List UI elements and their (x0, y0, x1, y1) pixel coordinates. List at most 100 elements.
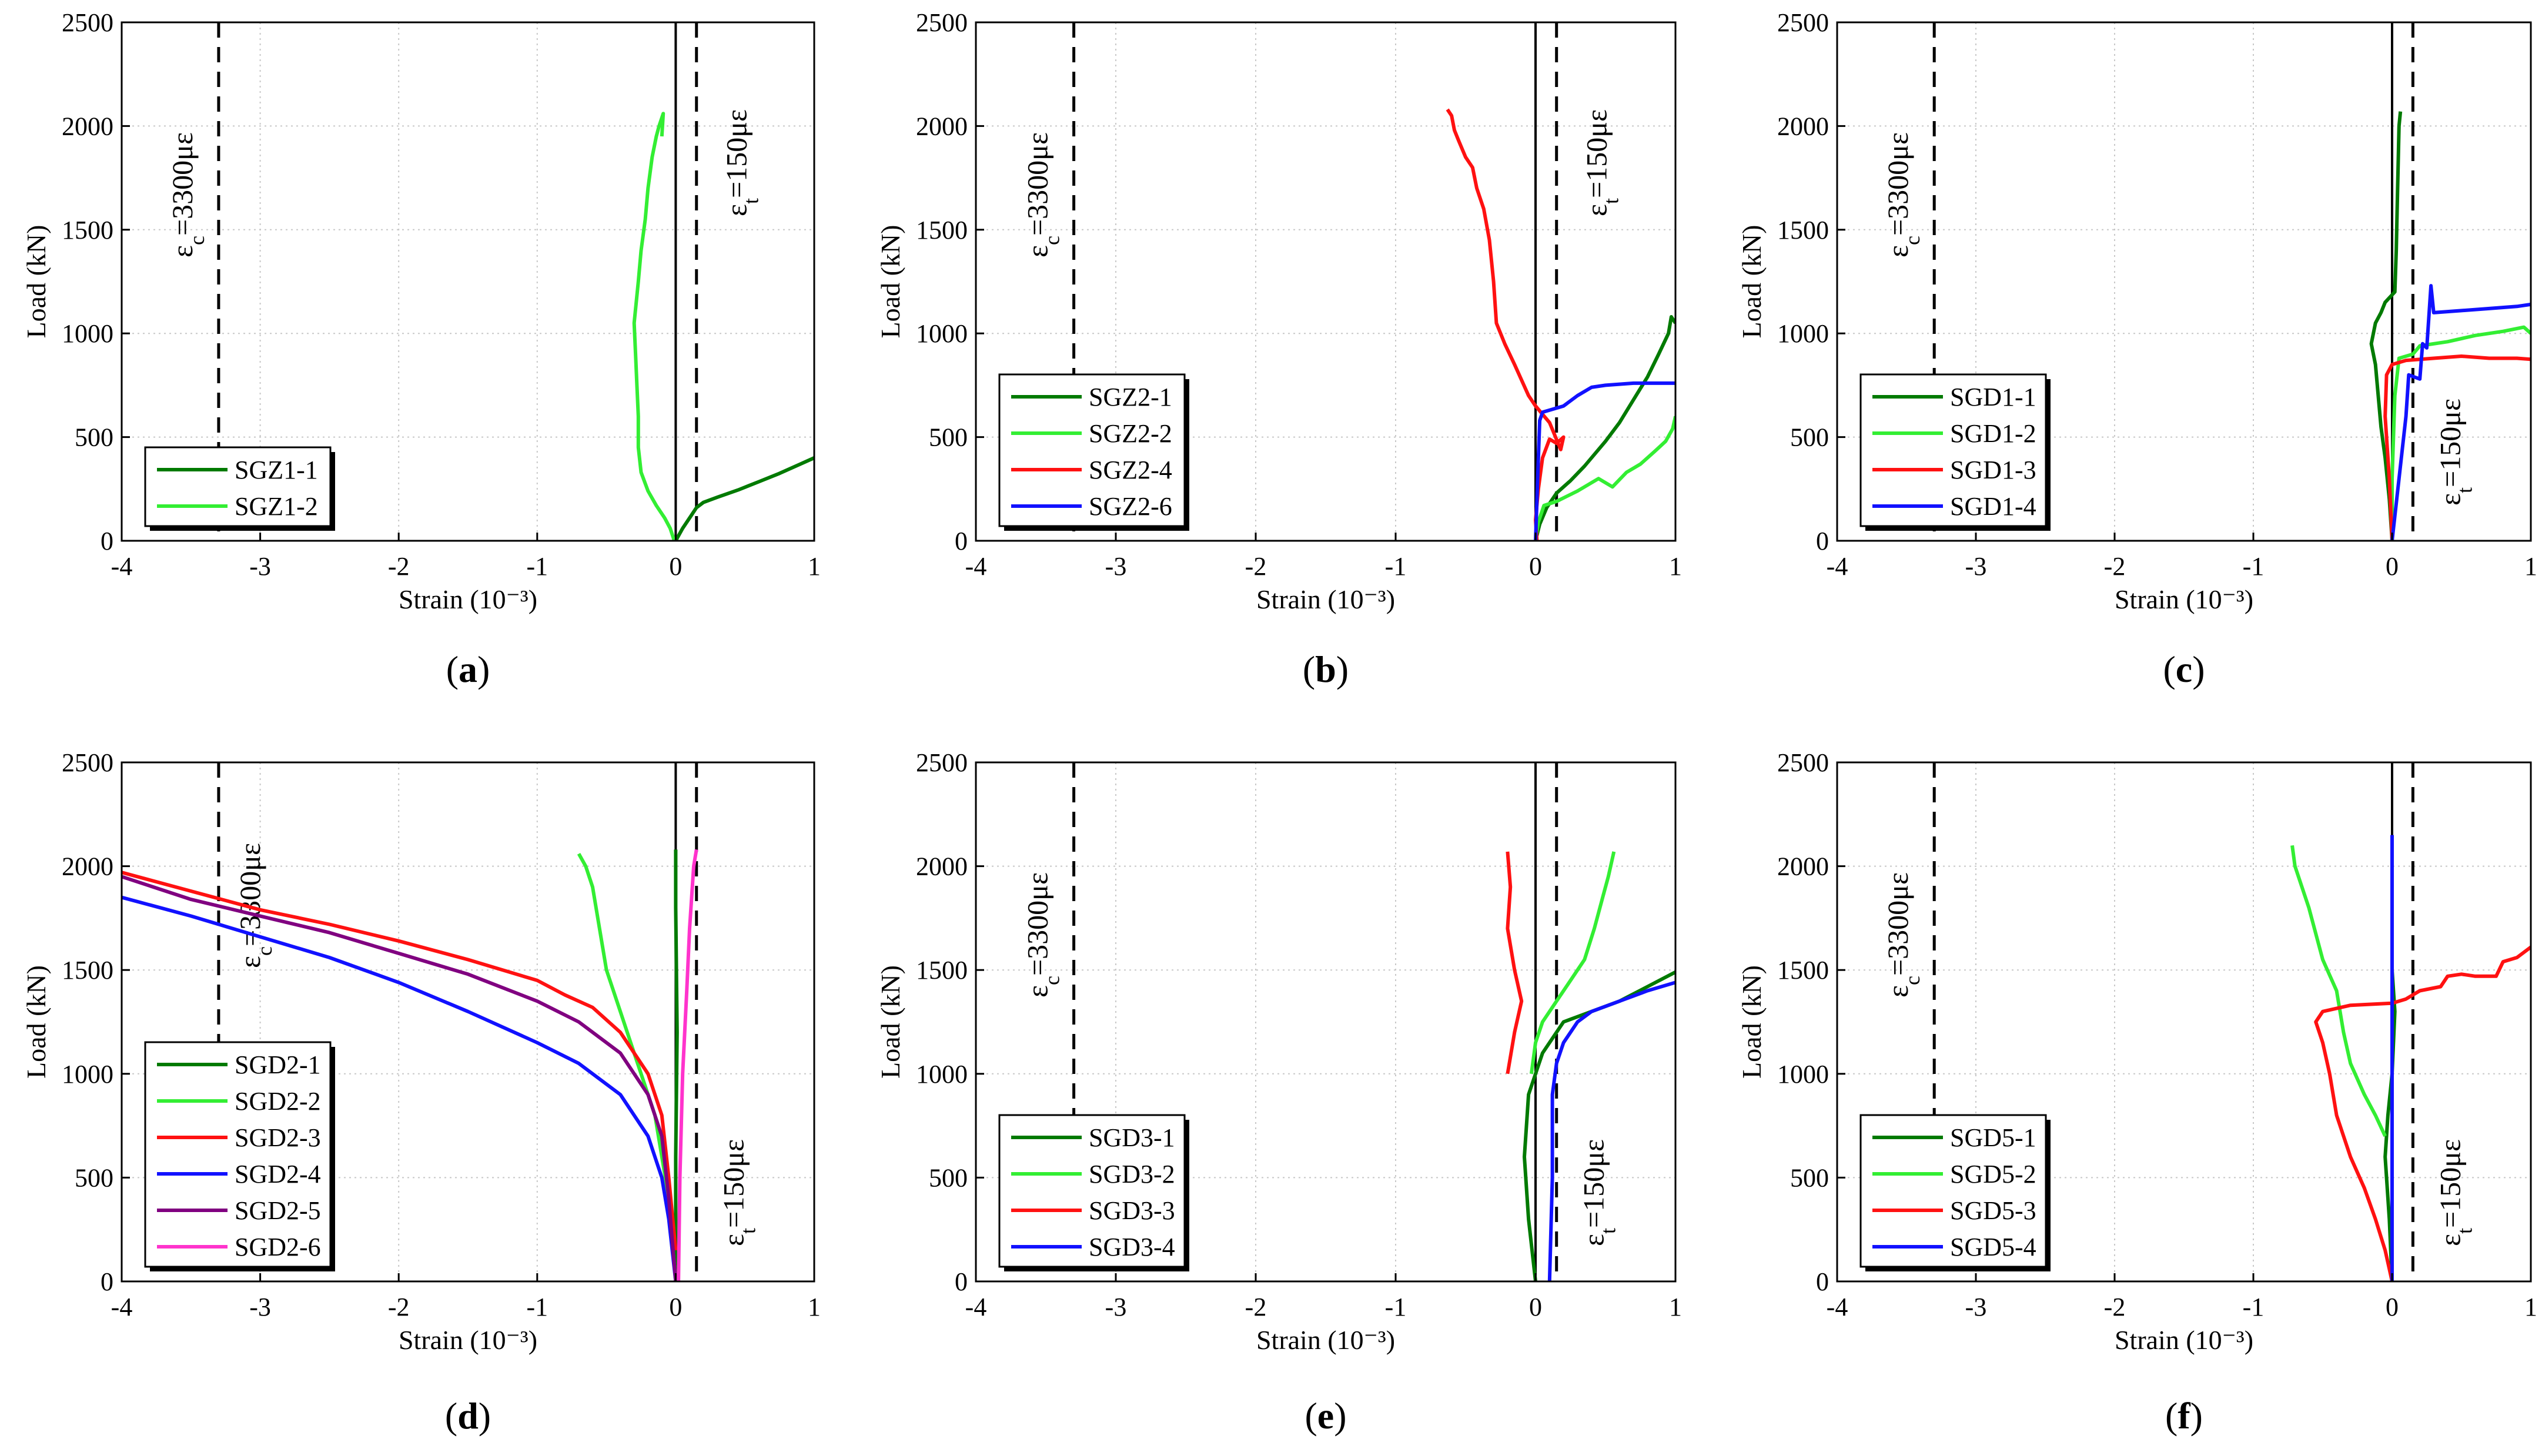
plot-frame (1836, 21, 2532, 542)
legend-label: SGD2-2 (235, 1087, 321, 1116)
x-tick-label: 0 (669, 552, 682, 581)
legend-label: SGD5-1 (1950, 1123, 2036, 1152)
series-group (2290, 835, 2531, 1281)
x-tick-label: -2 (1245, 1293, 1267, 1321)
series-group (1506, 851, 1675, 1281)
legend-label: SGD1-2 (1950, 419, 2036, 448)
legend-label: SGD1-1 (1950, 383, 2036, 411)
y-tick-label: 0 (955, 1267, 968, 1296)
legend-label: SGD2-4 (235, 1160, 321, 1189)
series-group (122, 849, 698, 1281)
y-tick-label: 1500 (62, 956, 113, 985)
compression-limit-label: εc=3300με (1021, 132, 1064, 257)
series-line-sgd1-3 (2383, 354, 2531, 541)
y-tick-label: 1000 (1777, 1060, 1829, 1089)
y-tick-label: 2500 (62, 748, 113, 777)
y-tick-label: 500 (929, 1163, 968, 1192)
legend-label: SGD5-2 (1950, 1160, 2036, 1189)
legend: SGD3-1 SGD3-2 SGD3-3 SGD3-4 (998, 1114, 1189, 1271)
series-line-sgd1-1 (2369, 111, 2403, 541)
x-tick-label: 0 (2386, 1293, 2399, 1321)
x-tick-label: 1 (808, 1293, 821, 1321)
panel-label: (d) (445, 1395, 491, 1437)
legend-label: SGD5-4 (1950, 1233, 2036, 1261)
panel-label-close: ) (2192, 648, 2205, 690)
x-tick-label: -2 (388, 1293, 410, 1321)
x-tick-label: 0 (669, 1293, 682, 1321)
y-tick-label: 500 (1790, 1163, 1829, 1192)
compression-limit-label: εc=3300με (166, 132, 209, 257)
compression-limit-label: εc=3300με (1881, 872, 1924, 998)
tension-limit-label: εt=150με (2433, 1139, 2476, 1246)
x-tick-label: -1 (526, 1293, 548, 1321)
legend: SGD5-1 SGD5-2 SGD5-3 SGD5-4 (1859, 1114, 2051, 1271)
chart-panel-f: εc=3300με εt=150με -4 -3 -2 -1 0 1 0 500 1000 1500 2… (1737, 748, 2537, 1437)
legend-label: SGD2-1 (235, 1050, 321, 1079)
x-tick-label: -2 (1245, 552, 1267, 581)
legend-label: SGZ2-4 (1089, 456, 1172, 484)
legend-label: SGD5-3 (1950, 1196, 2036, 1225)
legend-label: SGD2-5 (235, 1196, 321, 1225)
series-group (1446, 108, 1675, 541)
compression-limit-label: εc=3300με (1881, 132, 1924, 257)
plot-frame (1836, 761, 2532, 1283)
y-tick-label: 0 (955, 527, 968, 555)
tension-limit-label: εt=150με (720, 109, 763, 216)
y-tick-label: 2000 (916, 112, 968, 140)
series-line-sgd5-2 (2290, 845, 2387, 1137)
series-line-sgd3-4 (1547, 980, 1675, 1281)
legend-label: SGD2-6 (235, 1233, 321, 1261)
series-line-sgz1-2 (632, 112, 676, 541)
panel-label: (f) (2165, 1395, 2203, 1437)
y-tick-label: 0 (1816, 1267, 1829, 1296)
legend-label: SGD3-1 (1089, 1123, 1175, 1152)
series-group (2369, 111, 2531, 541)
x-tick-label: -4 (1827, 552, 1848, 581)
x-tick-label: -2 (388, 552, 410, 581)
legend-box (998, 373, 1186, 527)
legend-box (144, 446, 332, 527)
y-tick-label: 2500 (62, 8, 113, 37)
legend-box (144, 1041, 332, 1268)
y-tick-label: 0 (101, 1267, 113, 1296)
x-tick-label: 0 (1529, 1293, 1542, 1321)
series-line-sgz2-2 (1534, 416, 1675, 541)
panel-label-close: ) (477, 648, 490, 690)
x-axis-label: Strain (10⁻³) (399, 584, 537, 614)
legend-label: SGD3-4 (1089, 1233, 1175, 1261)
panel-label-letter: a (459, 648, 477, 690)
panel-label-open: ( (446, 648, 459, 690)
x-tick-label: -3 (1105, 1293, 1127, 1321)
x-tick-label: -2 (2104, 1293, 2126, 1321)
x-tick-label: -1 (2243, 1293, 2265, 1321)
legend-label: SGZ1-2 (235, 492, 318, 521)
x-tick-label: 1 (2524, 552, 2537, 581)
panel-label: (a) (446, 648, 490, 690)
tension-limit-label: εt=150με (2433, 399, 2476, 506)
y-tick-label: 2000 (1777, 852, 1829, 881)
x-tick-label: -4 (1827, 1293, 1848, 1321)
plot-frame (121, 21, 815, 542)
y-tick-label: 500 (929, 423, 968, 452)
y-tick-label: 1000 (916, 1060, 968, 1089)
y-tick-label: 2500 (1777, 8, 1829, 37)
chart-panel-e: εc=3300με εt=150με -4 -3 -2 -1 0 1 0 500 1000 1500 2… (875, 748, 1682, 1437)
x-axis-label: Strain (10⁻³) (399, 1325, 537, 1355)
y-tick-label: 500 (75, 423, 113, 452)
x-axis-label: Strain (10⁻³) (1256, 1325, 1395, 1355)
series-line-sgd2-4 (122, 895, 678, 1281)
legend: SGD1-1 SGD1-2 SGD1-3 SGD1-4 (1859, 373, 2051, 531)
series-line-sgd3-2 (1529, 851, 1616, 1075)
y-tick-label: 1500 (1777, 216, 1829, 245)
tension-limit-label: εt=150με (717, 1139, 760, 1246)
legend-box (1859, 1114, 2047, 1268)
tension-limit-label: εt=150με (1580, 109, 1623, 216)
x-tick-label: 1 (1669, 552, 1682, 581)
y-tick-label: 1500 (1777, 956, 1829, 985)
legend-label: SGD1-4 (1950, 492, 2036, 521)
x-tick-label: -3 (1105, 552, 1127, 581)
series-line-sgz2-4 (1446, 108, 1566, 541)
x-tick-label: -4 (111, 1293, 133, 1321)
legend-box (998, 1114, 1186, 1268)
x-tick-label: -4 (965, 1293, 987, 1321)
